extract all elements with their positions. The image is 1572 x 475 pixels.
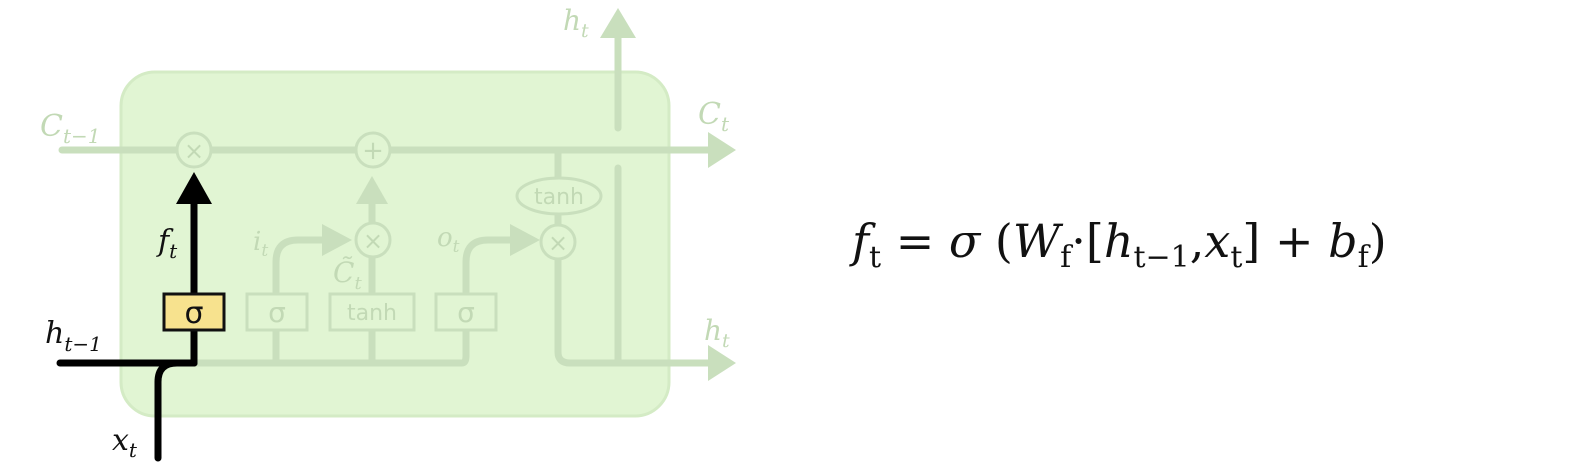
- eq-sigma: σ: [948, 214, 981, 268]
- h-prev-label: ht−1: [45, 316, 102, 356]
- eq-close-paren: ): [1368, 214, 1387, 268]
- output-multiply-symbol: ×: [548, 229, 568, 257]
- tanh-layer-box: [328, 292, 416, 332]
- eq-f-sub: t: [869, 240, 882, 275]
- output-sigma-box: [434, 292, 498, 332]
- i-gate-label: it: [253, 227, 268, 261]
- c-tilde-label: C̃t: [333, 256, 362, 294]
- add-node: [354, 131, 392, 169]
- eq-f: f: [852, 214, 870, 268]
- eq-comma: ,: [1189, 214, 1205, 268]
- add-symbol: +: [362, 136, 384, 166]
- bottom-bus-line: [192, 348, 470, 367]
- o-gate-path: [462, 236, 518, 296]
- eq-plus: +: [1274, 214, 1314, 268]
- tanh-ellipse: [515, 176, 603, 216]
- eq-h-sub: t−1: [1133, 240, 1190, 275]
- output-sigma-label: σ: [457, 296, 475, 329]
- c-prev-label: Ct−1: [40, 109, 101, 148]
- forget-sigma-label: σ: [184, 296, 203, 331]
- forget-gate-arrowhead: [176, 172, 212, 204]
- input-multiply-node: [354, 221, 392, 259]
- h-right-label: ht: [704, 314, 730, 352]
- eq-h: h: [1103, 214, 1134, 268]
- h-right-arrowhead: [708, 345, 736, 381]
- add-input-arrowhead: [356, 176, 388, 204]
- eq-w-sub: f: [1060, 240, 1072, 275]
- i-gate-path: [272, 236, 330, 296]
- eq-dot: ·: [1071, 214, 1086, 268]
- eq-w: W: [1012, 214, 1061, 268]
- x-input-label: xt: [112, 423, 138, 462]
- c-out-label: Ct: [698, 97, 730, 136]
- eq-equals: =: [895, 214, 935, 268]
- eq-open-bracket: [: [1085, 214, 1104, 268]
- h-top-arrowhead: [600, 8, 636, 38]
- x-input-line: [154, 359, 198, 462]
- forget-sigma-box: [162, 292, 226, 332]
- input-sigma-box: [245, 292, 309, 332]
- forget-multiply-node: [175, 131, 213, 169]
- h-top-label: ht: [563, 4, 589, 42]
- input-multiply-symbol: ×: [363, 227, 383, 255]
- h-right-line: [554, 254, 716, 367]
- tanh-layer-label: tanh: [347, 301, 397, 326]
- tanh-ellipse-label: tanh: [534, 185, 584, 210]
- o-gate-arrowhead: [510, 224, 540, 256]
- forget-multiply-symbol: ×: [184, 137, 204, 165]
- o-gate-label: ot: [437, 223, 460, 257]
- input-sigma-label: σ: [268, 296, 286, 329]
- eq-x: x: [1204, 214, 1231, 268]
- eq-x-sub: t: [1230, 240, 1243, 275]
- eq-open-paren: (: [994, 214, 1013, 268]
- output-multiply-node: [539, 223, 577, 261]
- lstm-cell-diagram: × + × × tanh σ tanh σ Ct−1 Ct ht ht it o…: [40, 4, 736, 462]
- forget-gate-equation: ft = σ (Wf·[ht−1,xt] + bf): [852, 214, 1387, 275]
- eq-b-sub: f: [1357, 240, 1369, 275]
- eq-b: b: [1328, 214, 1358, 268]
- i-gate-arrowhead: [322, 224, 352, 256]
- eq-close-bracket: ]: [1242, 214, 1261, 268]
- cell-state-arrowhead: [708, 132, 736, 168]
